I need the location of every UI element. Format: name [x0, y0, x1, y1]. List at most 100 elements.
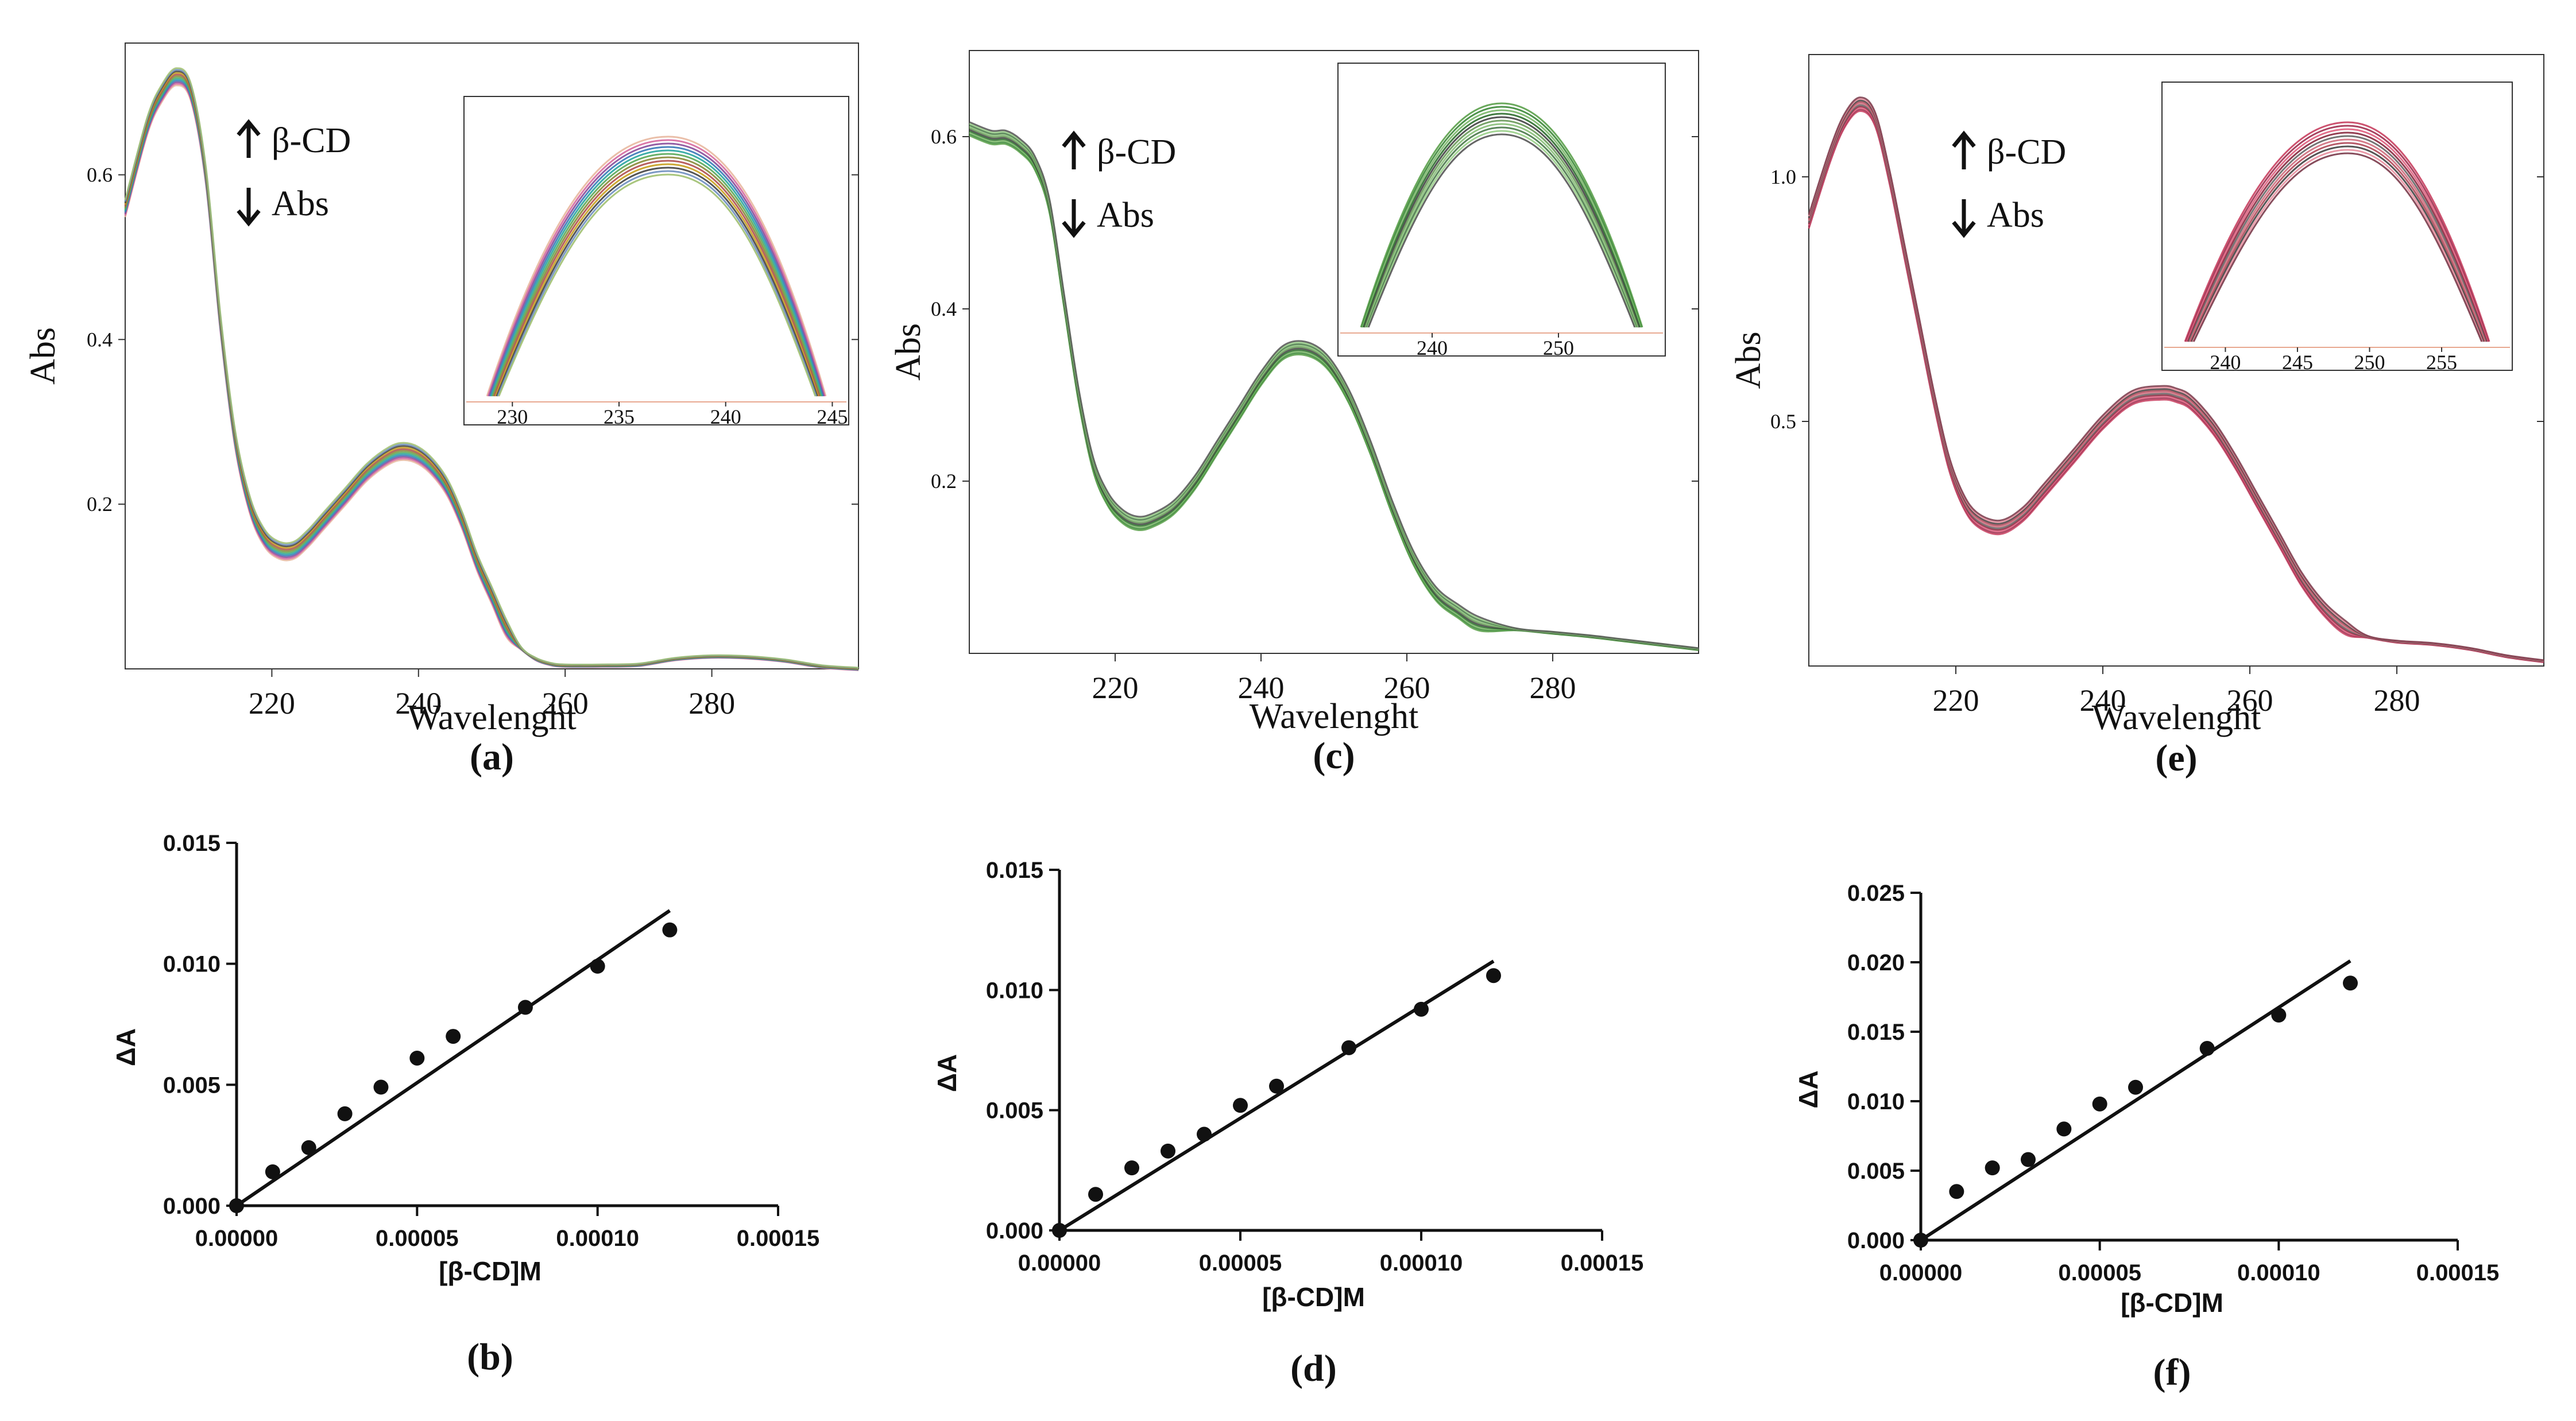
inset-spectrum-line	[498, 173, 817, 397]
data-point	[1124, 1160, 1139, 1176]
x-tick-label: 240	[2080, 683, 2126, 718]
x-axis-label: Wavelenght	[1250, 697, 1419, 736]
inset-spectrum-line	[2184, 121, 2490, 342]
inset-spectrum-line	[1365, 123, 1638, 328]
inset-spectrum-line	[1362, 109, 1642, 328]
inset-spectrum-line	[2185, 125, 2489, 342]
panel-d: 0.00000 0.00005 0.00010 0.00015 0.000 0.005 0.…	[932, 858, 1643, 1389]
y-tick-label: 0.015	[986, 858, 1043, 883]
x-tick-label: 0.00015	[1561, 1250, 1644, 1276]
x-tick-label: 0.00015	[2416, 1260, 2500, 1286]
x-tick-label: 0.00000	[1018, 1250, 1101, 1276]
inset-spectrum-line	[487, 139, 826, 397]
annotation-abs: Abs	[1987, 196, 2044, 235]
data-point	[1052, 1223, 1067, 1238]
panel-label: (d)	[1290, 1348, 1337, 1389]
inset-spectrum-line	[489, 146, 824, 397]
spectrum-line	[1808, 96, 2544, 661]
inset-frame	[2161, 82, 2513, 371]
inset-x-tick-label: 255	[2426, 351, 2457, 374]
panel-label: (c)	[1313, 735, 1355, 777]
x-tick-label: 260	[1384, 671, 1430, 705]
data-point	[1913, 1233, 1928, 1248]
inset-spectrum-line	[496, 167, 818, 397]
x-axis-label: Wavelenght	[2092, 698, 2261, 737]
fit-line	[1058, 959, 1495, 1232]
panel-f: 0.00000 0.00005 0.00010 0.00015 0.000 0.005 0.…	[1793, 881, 2499, 1393]
data-point	[2271, 1007, 2287, 1023]
inset-spectrum-line	[1367, 133, 1636, 328]
y-axis-label: ΔA	[111, 1028, 141, 1066]
panel-label: (e)	[2155, 737, 2197, 779]
y-axis-label: Abs	[1729, 332, 1768, 389]
y-tick-label: 0.2	[87, 493, 113, 516]
y-tick-label: 0.010	[1847, 1089, 1905, 1114]
spectrum-line	[124, 67, 859, 669]
y-tick-label: 0.020	[1847, 950, 1905, 975]
x-tick-label: 0.00015	[737, 1226, 820, 1251]
data-point	[662, 922, 678, 938]
data-point	[1269, 1078, 1284, 1094]
inset-spectrum-line	[492, 156, 821, 397]
inset-x-tick-label: 240	[1417, 336, 1448, 359]
inset-x-tick-label: 240	[710, 405, 741, 428]
data-point	[1088, 1187, 1103, 1202]
panel-label: (a)	[470, 736, 514, 778]
data-point	[1161, 1143, 1175, 1159]
panel-label: (b)	[467, 1336, 513, 1378]
inset-spectrum-line	[1364, 119, 1639, 328]
inset-spectrum-line	[492, 153, 822, 397]
x-tick-label: 0.00005	[2058, 1260, 2141, 1286]
data-point	[2128, 1079, 2143, 1095]
y-tick-label: 0.010	[163, 952, 221, 977]
arrow-down-icon	[237, 188, 261, 227]
annotation-abs: Abs	[272, 184, 329, 223]
inset-spectrum-line	[2191, 145, 2485, 342]
inset-x-tick-label: 240	[2210, 351, 2241, 374]
x-tick-label: 220	[1933, 683, 1979, 718]
inset-frame	[463, 96, 849, 425]
annotation-beta-cd: β-CD	[1987, 133, 2066, 172]
x-tick-label: 0.00000	[195, 1226, 279, 1251]
data-point	[265, 1164, 280, 1180]
x-axis-label: [β-CD]M	[1262, 1282, 1365, 1312]
y-tick-label: 1.0	[1770, 165, 1796, 188]
inset-spectrum-line	[1363, 116, 1640, 328]
plot-frame	[1808, 54, 2544, 667]
y-tick-label: 0.005	[986, 1098, 1043, 1124]
y-axis-label: Abs	[889, 323, 928, 381]
x-tick-label: 260	[542, 686, 589, 721]
plot-frame	[969, 50, 1699, 654]
data-point	[2343, 975, 2358, 991]
data-point	[1341, 1040, 1356, 1055]
inset-spectrum-line	[2188, 135, 2487, 342]
x-axis-label: [β-CD]M	[439, 1256, 541, 1286]
data-point	[409, 1050, 425, 1066]
annotation-beta-cd: β-CD	[1097, 133, 1176, 172]
panel-a: 220 240 260 280 0.2 0.4 0.6 Wavelenght Abs (a) β-C…	[24, 42, 859, 778]
y-tick-label: 0.6	[931, 125, 957, 148]
inset-spectrum-line	[1361, 106, 1642, 328]
x-tick-label: 220	[1092, 671, 1139, 705]
inset-x-tick-label: 250	[2354, 351, 2385, 374]
y-tick-label: 0.000	[1847, 1228, 1905, 1253]
y-axis-label: Abs	[24, 327, 63, 385]
inset-spectrum-line	[488, 142, 825, 397]
y-tick-label: 0.000	[163, 1194, 221, 1219]
data-point	[590, 958, 605, 974]
x-tick-label: 260	[2227, 683, 2273, 718]
inset-spectrum-line	[497, 170, 817, 397]
panel-e: 220 240 260 280 0.5 1.0 Wavelenght Abs (e) β-CD Ab…	[1729, 54, 2544, 779]
inset-spectrum-line	[490, 149, 823, 397]
x-tick-label: 0.00010	[556, 1226, 639, 1251]
arrow-down-icon	[1062, 199, 1086, 238]
inset-spectrum-line	[2187, 131, 2488, 342]
arrow-up-icon	[1062, 130, 1086, 169]
annotation-beta-cd: β-CD	[272, 121, 351, 160]
inset-spectrum-line	[1366, 126, 1638, 328]
y-axis-label: ΔA	[1793, 1070, 1823, 1108]
arrow-up-icon	[1952, 130, 1976, 169]
inset-spectrum-line	[2192, 152, 2483, 342]
inset-x-tick-label: 235	[604, 405, 635, 428]
y-tick-label: 0.4	[87, 328, 113, 351]
